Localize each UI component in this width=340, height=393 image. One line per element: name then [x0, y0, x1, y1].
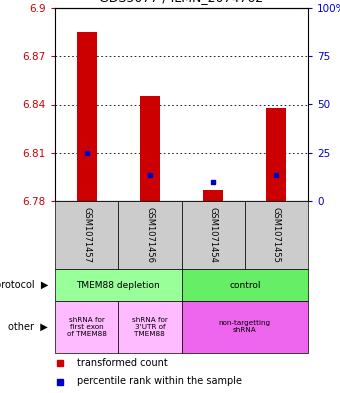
Title: GDS5077 / ILMN_2074762: GDS5077 / ILMN_2074762: [99, 0, 264, 4]
Bar: [118, 301, 182, 353]
Text: control: control: [229, 281, 260, 290]
Text: percentile rank within the sample: percentile rank within the sample: [76, 376, 242, 386]
Bar: [55, 201, 118, 269]
Text: non-targetting
shRNA: non-targetting shRNA: [219, 321, 271, 334]
Bar: [182, 269, 308, 301]
Text: shRNA for
3'UTR of
TMEM88: shRNA for 3'UTR of TMEM88: [132, 317, 168, 337]
Text: GSM1071457: GSM1071457: [82, 207, 91, 263]
Text: transformed count: transformed count: [76, 358, 167, 367]
Bar: [55, 269, 182, 301]
Bar: [118, 201, 182, 269]
Text: protocol  ▶: protocol ▶: [0, 280, 48, 290]
Bar: [182, 201, 245, 269]
Text: other  ▶: other ▶: [8, 322, 48, 332]
Bar: [203, 190, 223, 201]
Bar: [76, 32, 97, 201]
Text: GSM1071455: GSM1071455: [272, 207, 281, 263]
Bar: [245, 201, 308, 269]
Bar: [55, 301, 118, 353]
Bar: [140, 96, 160, 201]
Text: GSM1071454: GSM1071454: [209, 207, 218, 263]
Text: TMEM88 depletion: TMEM88 depletion: [76, 281, 160, 290]
Text: GSM1071456: GSM1071456: [146, 207, 154, 263]
Bar: [182, 301, 308, 353]
Text: shRNA for
first exon
of TMEM88: shRNA for first exon of TMEM88: [67, 317, 106, 337]
Bar: [266, 108, 287, 201]
